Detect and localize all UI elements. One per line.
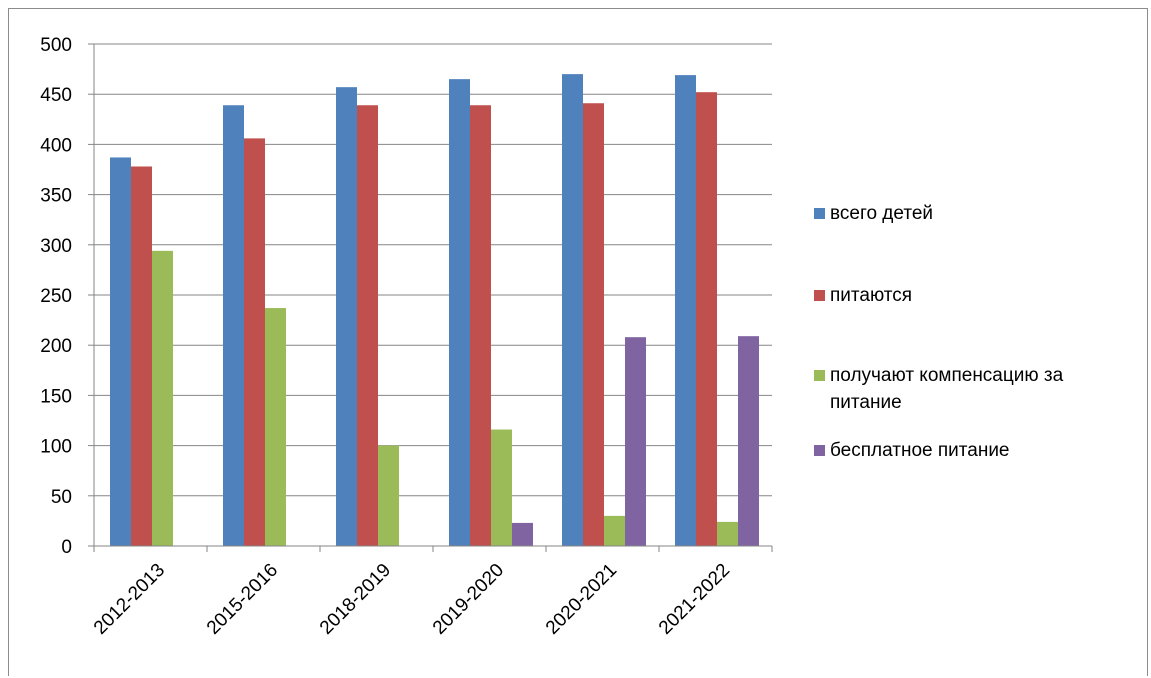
legend-item: получают компенсацию за питание — [814, 362, 1130, 416]
x-tick-label: 2021-2022 — [655, 560, 734, 639]
legend-swatch — [814, 208, 825, 219]
bar — [717, 521, 738, 546]
bar — [604, 515, 625, 546]
bar — [696, 92, 717, 546]
bar — [110, 157, 131, 546]
bar — [336, 87, 357, 546]
x-tick-label: 2012-2013 — [90, 560, 169, 639]
bar — [470, 105, 491, 546]
legend-item: всего детей — [814, 200, 1130, 227]
bar — [378, 445, 399, 546]
legend-label: получают компенсацию за питание — [830, 365, 1064, 413]
legend-item: бесплатное питание — [814, 437, 1130, 464]
bar — [562, 74, 583, 547]
bar — [152, 250, 173, 546]
bar — [244, 138, 265, 546]
y-tick-label: 500 — [40, 35, 72, 56]
bar — [357, 105, 378, 546]
legend-swatch — [814, 290, 825, 301]
y-tick-label: 450 — [40, 85, 72, 106]
bars — [110, 74, 759, 547]
bar — [512, 522, 533, 546]
bar — [738, 336, 759, 546]
legend-item: питаются — [814, 282, 1130, 309]
x-tick-label: 2019-2020 — [429, 560, 508, 639]
y-tick-label: 250 — [40, 286, 72, 307]
bar — [131, 166, 152, 546]
bar — [265, 308, 286, 546]
bar — [583, 103, 604, 547]
gridlines — [94, 43, 772, 497]
y-tick-label: 300 — [40, 236, 72, 257]
bar — [223, 105, 244, 546]
x-tick-label: 2015-2016 — [203, 560, 282, 639]
bar — [625, 337, 646, 546]
x-tick-label: 2020-2021 — [542, 560, 621, 639]
bar — [449, 79, 470, 546]
chart-frame — [8, 8, 1148, 676]
legend-swatch — [814, 370, 825, 381]
y-tick-label: 100 — [40, 437, 72, 458]
y-tick-label: 0 — [61, 537, 72, 558]
x-tick-label: 2018-2019 — [316, 560, 395, 639]
legend-label: бесплатное питание — [830, 440, 1010, 461]
y-tick-label: 150 — [40, 386, 72, 407]
legend-label: всего детей — [830, 203, 933, 224]
y-tick-label: 50 — [51, 487, 72, 508]
bar — [675, 75, 696, 547]
legend-swatch — [814, 445, 825, 456]
y-tick-label: 200 — [40, 336, 72, 357]
x-axis-ticks: 2012-2013 2015-2016 2018-2019 2019-2020 2020… — [90, 546, 773, 639]
y-tick-label: 400 — [40, 135, 72, 156]
y-axis-ticks: 0 50 100 150 200 250 300 350 400 450 500 — [40, 35, 94, 558]
legend-label: питаются — [830, 285, 913, 306]
y-tick-label: 350 — [40, 186, 72, 207]
bar — [491, 429, 512, 546]
